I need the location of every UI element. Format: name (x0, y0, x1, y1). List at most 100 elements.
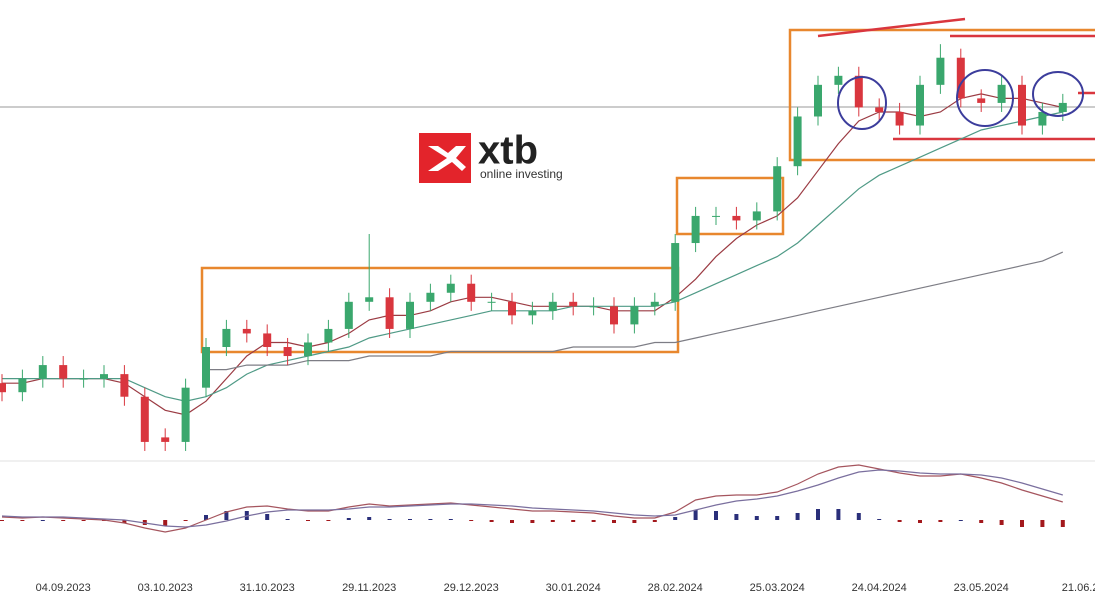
x-tick-label: 21.06.20 (1062, 582, 1095, 594)
candle-body (936, 57, 945, 85)
candle-body (650, 301, 659, 307)
candle-body (283, 347, 292, 357)
histogram-bar (61, 520, 66, 521)
histogram-bar (387, 519, 392, 520)
histogram-bar (1020, 520, 1024, 527)
histogram-bar (428, 519, 433, 520)
histogram-bar (122, 520, 127, 523)
x-tick-label: 23.05.2024 (954, 582, 1009, 594)
histogram-bar (652, 520, 657, 522)
histogram-bar (204, 515, 208, 520)
histogram-bar (673, 517, 678, 520)
logo-name: xtb (478, 129, 538, 173)
histogram-bar (489, 520, 494, 522)
histogram-bar (958, 520, 963, 521)
candle-body (38, 365, 47, 379)
candle-body (956, 57, 965, 99)
histogram-bar (938, 520, 943, 522)
x-tick-label: 25.03.2024 (750, 582, 805, 594)
candle-body (467, 283, 476, 302)
histogram-bar (265, 514, 270, 520)
candle-body (100, 374, 108, 379)
candle-body (630, 306, 639, 325)
candle-body (589, 306, 598, 308)
histogram-bar (591, 520, 596, 522)
candle-body (548, 301, 557, 311)
histogram-bar (510, 520, 514, 523)
histogram-bar (1060, 520, 1065, 527)
x-tick-label: 29.12.2023 (444, 582, 499, 594)
range-box (788, 28, 1095, 162)
histogram-bar (979, 520, 984, 523)
candle-body (773, 166, 782, 212)
candle-body (793, 116, 802, 167)
histogram-bar (408, 519, 412, 520)
histogram-bar (714, 511, 718, 520)
trend-line (817, 17, 966, 38)
highlight-circle (837, 76, 887, 130)
histogram-bar (0, 520, 4, 521)
candle-body (1018, 84, 1026, 126)
histogram-bar (285, 519, 290, 520)
x-tick-label: 30.01.2024 (546, 582, 601, 594)
x-tick-label: 28.02.2024 (648, 582, 703, 594)
candle-body (875, 107, 884, 112)
histogram-bar (856, 513, 861, 520)
histogram-bar (40, 520, 45, 521)
candle-body (18, 378, 27, 393)
candle-body (691, 215, 700, 244)
indicator-line (1, 469, 1063, 528)
highlight-circle (956, 69, 1014, 127)
logo: xtb online investing (419, 129, 563, 183)
histogram-bar (163, 520, 168, 526)
x-tick-label: 31.10.2023 (240, 582, 295, 594)
candle-body (834, 75, 843, 85)
histogram-bar (632, 520, 637, 523)
candle-body (140, 396, 149, 442)
histogram-bar (734, 514, 739, 520)
candle-body (385, 297, 394, 329)
candle-body (508, 301, 516, 316)
histogram-bar (448, 519, 453, 520)
histogram-bar (367, 517, 372, 520)
x-tick-label: 29.11.2023 (342, 582, 396, 594)
candle-body (712, 215, 720, 217)
histogram-bar (183, 520, 188, 521)
candle-body (242, 328, 251, 334)
candle-body (977, 98, 986, 103)
histogram-bar (612, 520, 616, 523)
candle-body (1058, 102, 1067, 112)
candle-body (487, 301, 496, 303)
candle-body (528, 310, 537, 316)
candle-body (854, 75, 863, 108)
histogram-bar (550, 520, 555, 522)
candle-body (222, 328, 231, 347)
logo-x (428, 146, 466, 171)
candle-body (814, 84, 822, 117)
histogram-bar (20, 520, 25, 521)
candle-body (263, 333, 272, 347)
histogram-bar (306, 520, 310, 521)
histogram-bar (897, 520, 902, 522)
candle-body (365, 297, 374, 302)
candle-body (997, 84, 1006, 103)
candle-body (324, 328, 333, 343)
histogram-bar (836, 509, 841, 520)
candle-body (304, 342, 312, 357)
logo-mark (419, 133, 471, 183)
histogram-bar (754, 516, 759, 520)
logo-tagline: online investing (480, 167, 563, 181)
candle-body (610, 306, 618, 325)
histogram-bar (571, 520, 576, 522)
histogram-bar (693, 510, 698, 520)
histogram-bar (816, 509, 820, 520)
candle-body (916, 84, 924, 126)
x-tick-label: 24.04.2024 (852, 582, 907, 594)
histogram-bar (1040, 520, 1045, 527)
histogram-bar (224, 511, 229, 520)
candle-body (569, 301, 578, 307)
histogram-bar (81, 520, 86, 521)
histogram-bar (795, 513, 800, 520)
candle-body (79, 378, 88, 380)
